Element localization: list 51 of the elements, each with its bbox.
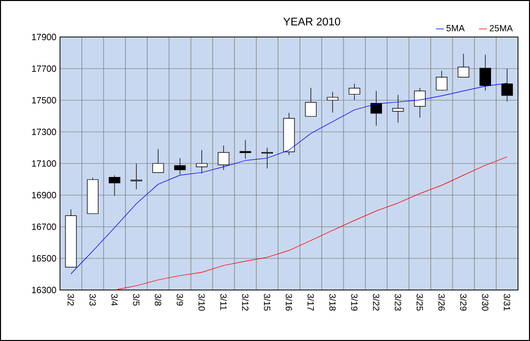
candlestick bbox=[174, 158, 186, 175]
candlestick bbox=[261, 147, 273, 169]
chart-title: YEAR 2010 bbox=[283, 18, 340, 26]
y-tick-label: 17900 bbox=[32, 34, 56, 40]
candlestick bbox=[196, 150, 208, 174]
y-tick-label: 17700 bbox=[32, 65, 56, 72]
x-tick-label: 3/19 bbox=[351, 294, 358, 311]
x-tick-label: 3/23 bbox=[394, 294, 402, 311]
candlestick bbox=[218, 145, 230, 170]
y-tick-label: 16700 bbox=[32, 224, 56, 230]
x-tick-label: 3/5 bbox=[133, 294, 140, 306]
candlestick bbox=[305, 88, 317, 117]
x-tick-label: 3/31 bbox=[504, 294, 510, 311]
y-tick-label: 17100 bbox=[32, 160, 56, 167]
candlestick bbox=[326, 92, 338, 113]
y-tick-label: 17300 bbox=[32, 128, 56, 136]
x-tick-label: 3/26 bbox=[438, 294, 445, 311]
candlestick bbox=[152, 148, 164, 173]
candlestick bbox=[501, 68, 513, 102]
candlestick bbox=[370, 90, 382, 126]
x-tick-label: 3/10 bbox=[198, 294, 206, 311]
candlestick bbox=[348, 84, 360, 100]
x-tick-label: 3/22 bbox=[372, 294, 380, 311]
candlestick bbox=[480, 54, 492, 91]
x-tick-label: 3/25 bbox=[416, 294, 424, 311]
x-tick-label: 3/30 bbox=[482, 294, 489, 311]
x-tick-label: 3/3 bbox=[89, 294, 96, 306]
x-tick-label: 3/8 bbox=[154, 294, 162, 306]
candlestick bbox=[108, 174, 120, 196]
candlestick bbox=[414, 88, 426, 118]
line-series bbox=[114, 156, 508, 290]
x-tick-label: 3/16 bbox=[286, 294, 292, 311]
x-tick-label: 3/11 bbox=[220, 294, 227, 310]
candlestick bbox=[240, 140, 252, 160]
candlestick bbox=[436, 70, 448, 90]
legend-label: 25MA bbox=[490, 25, 513, 32]
x-tick-label: 3/9 bbox=[176, 294, 184, 306]
candlestick bbox=[458, 53, 470, 78]
x-tick-label: 3/4 bbox=[111, 294, 118, 306]
y-tick-label: 16900 bbox=[32, 192, 56, 198]
x-tick-label: 3/29 bbox=[460, 294, 467, 311]
x-tick-label: 3/2 bbox=[68, 294, 74, 306]
x-tick-label: 3/12 bbox=[242, 294, 249, 311]
y-tick-label: 17500 bbox=[32, 97, 56, 104]
x-tick-label: 3/15 bbox=[264, 294, 270, 311]
legend-label: 5MA bbox=[446, 25, 465, 32]
candlestick bbox=[392, 94, 404, 124]
y-tick-label: 16300 bbox=[32, 286, 56, 294]
x-tick-label: 3/18 bbox=[329, 294, 336, 311]
x-tick-label: 3/17 bbox=[308, 294, 314, 311]
y-tick-label: 16500 bbox=[32, 255, 56, 262]
